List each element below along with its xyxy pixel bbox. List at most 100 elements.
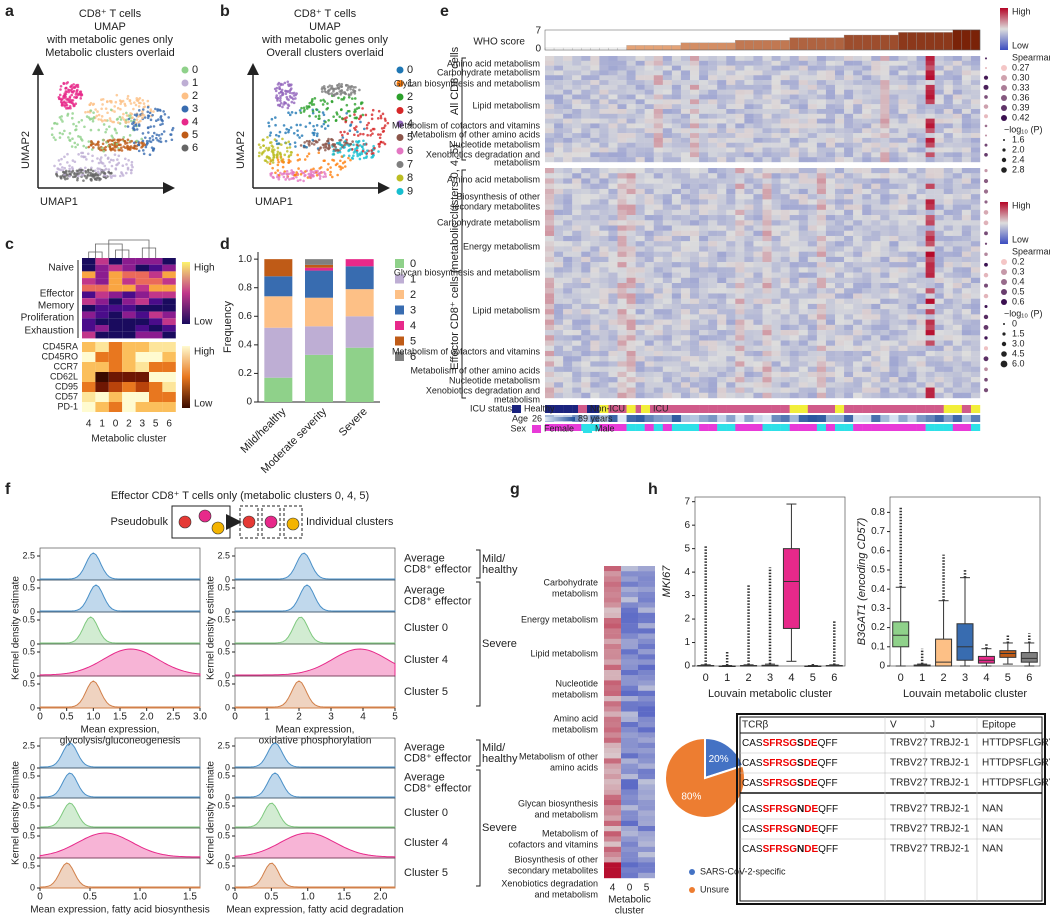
umap-point — [277, 177, 281, 181]
umap-point — [74, 128, 77, 132]
heatmap-cell — [149, 311, 163, 319]
heatmap-cell — [608, 60, 618, 66]
heatmap-cell — [626, 262, 636, 268]
heatmap-cell — [726, 241, 736, 247]
heatmap-cell — [771, 204, 781, 211]
heatmap-cell — [590, 215, 600, 221]
heatmap-cell — [744, 188, 754, 195]
heatmap-cell — [771, 220, 781, 226]
heatmap-cell — [662, 340, 673, 346]
heatmap-cell — [835, 366, 845, 373]
heatmap-cell — [599, 147, 609, 153]
umap-point — [92, 142, 95, 145]
heatmap-cell — [934, 293, 944, 299]
heatmap-cell — [880, 361, 890, 367]
umap-point — [267, 121, 270, 125]
heatmap-cell — [889, 267, 899, 273]
heatmap-cell — [662, 256, 673, 263]
umap-point — [129, 169, 133, 172]
heatmap-cell — [961, 262, 972, 268]
heatmap-cell — [680, 173, 691, 179]
umap-point — [118, 115, 122, 119]
umap-point — [91, 119, 95, 123]
heatmap-cell — [599, 277, 609, 284]
legend-label: 1 — [407, 77, 413, 89]
legend-label: 0 — [407, 64, 413, 76]
heatmap-cell — [789, 65, 799, 71]
heatmap-cell — [122, 362, 136, 372]
heatmap-cell — [844, 356, 854, 362]
heatmap-cell — [889, 288, 899, 294]
umap-point — [276, 103, 280, 107]
heatmap-cell — [961, 314, 972, 320]
heatmap-cell — [717, 251, 727, 258]
umap-point — [289, 153, 293, 157]
heatmap-cell — [816, 118, 827, 124]
heatmap-cell — [816, 80, 827, 86]
heatmap-cell — [599, 60, 609, 66]
heatmap-cell — [853, 371, 863, 378]
heatmap-cell — [617, 65, 627, 71]
heatmap-cell — [807, 377, 818, 383]
umap-point — [146, 105, 150, 109]
heatmap-cell — [871, 215, 881, 221]
heatmap-cell — [762, 267, 772, 273]
heatmap-cell — [907, 173, 917, 179]
heatmap-cell — [780, 345, 790, 352]
heatmap-cell — [671, 293, 682, 299]
heatmap-cell — [554, 199, 564, 205]
heatmap-cell — [771, 168, 781, 174]
umap-point — [339, 147, 342, 150]
heatmap-cell — [726, 309, 736, 315]
heatmap-cell — [108, 264, 123, 272]
heatmap-cell — [961, 272, 972, 278]
y-tick-label: 0.2 — [238, 368, 252, 379]
heatmap-cell — [816, 246, 827, 252]
heatmap-cell — [644, 215, 654, 221]
heatmap-cell — [961, 345, 972, 352]
heatmap-cell — [644, 361, 654, 367]
heatmap-cell — [95, 278, 109, 285]
umap-point — [281, 165, 285, 169]
heatmap-cell — [572, 194, 582, 200]
heatmap-cell — [835, 277, 845, 284]
heatmap-cell — [753, 361, 763, 367]
heatmap-cell — [726, 392, 736, 399]
heatmap-cell — [135, 264, 149, 272]
heatmap-cell — [835, 118, 845, 124]
heatmap-cell — [943, 152, 954, 158]
heatmap-cell — [671, 113, 682, 119]
heatmap-cell — [780, 137, 790, 143]
heatmap-cell — [934, 89, 944, 95]
legend-label: 0.3 — [1012, 266, 1025, 276]
heatmap-cell — [952, 303, 963, 310]
umap-point — [146, 114, 150, 117]
heatmap-cell — [853, 361, 863, 367]
umap-point — [350, 120, 354, 124]
heatmap-cell — [545, 188, 555, 195]
heatmap-cell — [581, 109, 591, 115]
heatmap-cell — [680, 183, 691, 190]
umap-point — [95, 114, 99, 118]
heatmap-cell — [122, 284, 136, 292]
heatmap-cell — [599, 204, 609, 211]
heatmap-cell — [699, 183, 709, 190]
umap-point — [146, 141, 149, 145]
significance-dot — [984, 134, 988, 137]
heatmap-cell — [853, 75, 863, 81]
heatmap-cell — [744, 183, 754, 190]
heatmap-cell — [825, 361, 836, 367]
heatmap-cell — [853, 335, 863, 341]
heatmap-cell — [554, 225, 564, 231]
heatmap-cell — [880, 314, 890, 320]
heatmap-cell — [554, 94, 564, 100]
heatmap-cell — [581, 157, 591, 163]
heatmap-cell — [943, 345, 954, 352]
umap-point — [159, 123, 162, 127]
heatmap-cell — [871, 173, 881, 179]
heatmap-cell — [590, 188, 600, 195]
heatmap-cell — [771, 377, 781, 383]
heatmap-cell — [762, 283, 772, 289]
heatmap-cell — [545, 204, 555, 211]
umap-point — [309, 173, 313, 177]
